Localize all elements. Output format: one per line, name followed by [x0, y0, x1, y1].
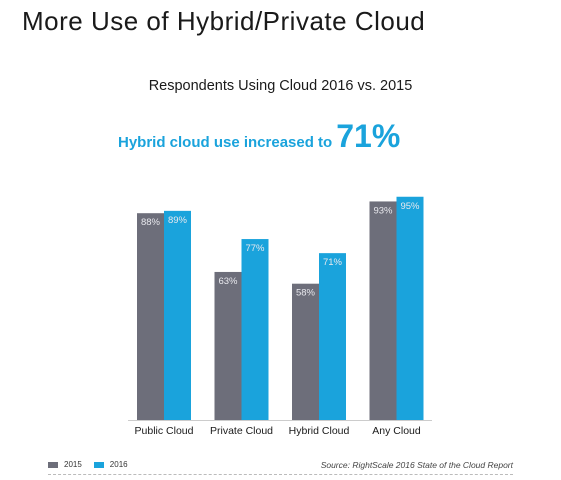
bar-value-label: 88%: [141, 217, 161, 228]
bar-2015-hybrid-cloud: [292, 283, 319, 420]
bar-2016-hybrid-cloud: [319, 253, 346, 420]
bar-2015-public-cloud: [137, 213, 164, 420]
x-tick-label: Any Cloud: [372, 425, 421, 437]
bar-value-label: 95%: [400, 201, 420, 212]
source-note: Source: RightScale 2016 State of the Clo…: [320, 460, 513, 470]
chart-main-title: More Use of Hybrid/Private Cloud: [22, 6, 426, 36]
legend-item-2015: 2015: [48, 460, 82, 469]
chart-subtitle: Respondents Using Cloud 2016 vs. 2015: [148, 78, 413, 94]
legend-swatch-2016: [93, 461, 104, 468]
bar-2016-private-cloud: [241, 239, 269, 420]
bar-2015-any-cloud: [369, 201, 397, 420]
bar-value-label: 93%: [373, 205, 393, 216]
source-underline: [48, 474, 513, 475]
bar-2016-public-cloud: [164, 210, 191, 420]
bar-value-label: 89%: [168, 215, 188, 226]
legend-label-2015: 2015: [64, 460, 82, 469]
headline-callout: Hybrid cloud use increased to 71%: [118, 118, 400, 155]
x-tick-label: Private Cloud: [210, 425, 273, 437]
bar-value-label: 63%: [218, 276, 238, 287]
bar-2015-private-cloud: [214, 271, 242, 420]
x-tick-label: Hybrid Cloud: [289, 425, 350, 437]
legend-swatch-2015: [48, 461, 58, 468]
x-tick-label: Public Cloud: [135, 425, 194, 437]
legend-item-2016: 2016: [93, 460, 128, 469]
bar-2016-any-cloud: [396, 196, 424, 420]
bar-value-label: 58%: [296, 288, 316, 299]
chart-legend: 2015 2016: [48, 460, 140, 469]
headline-value: 71%: [336, 118, 401, 154]
bar-value-label: 71%: [323, 257, 343, 268]
bar-value-label: 77%: [245, 243, 265, 254]
legend-label-2016: 2016: [109, 460, 128, 469]
headline-text: Hybrid cloud use increased to: [118, 134, 333, 151]
